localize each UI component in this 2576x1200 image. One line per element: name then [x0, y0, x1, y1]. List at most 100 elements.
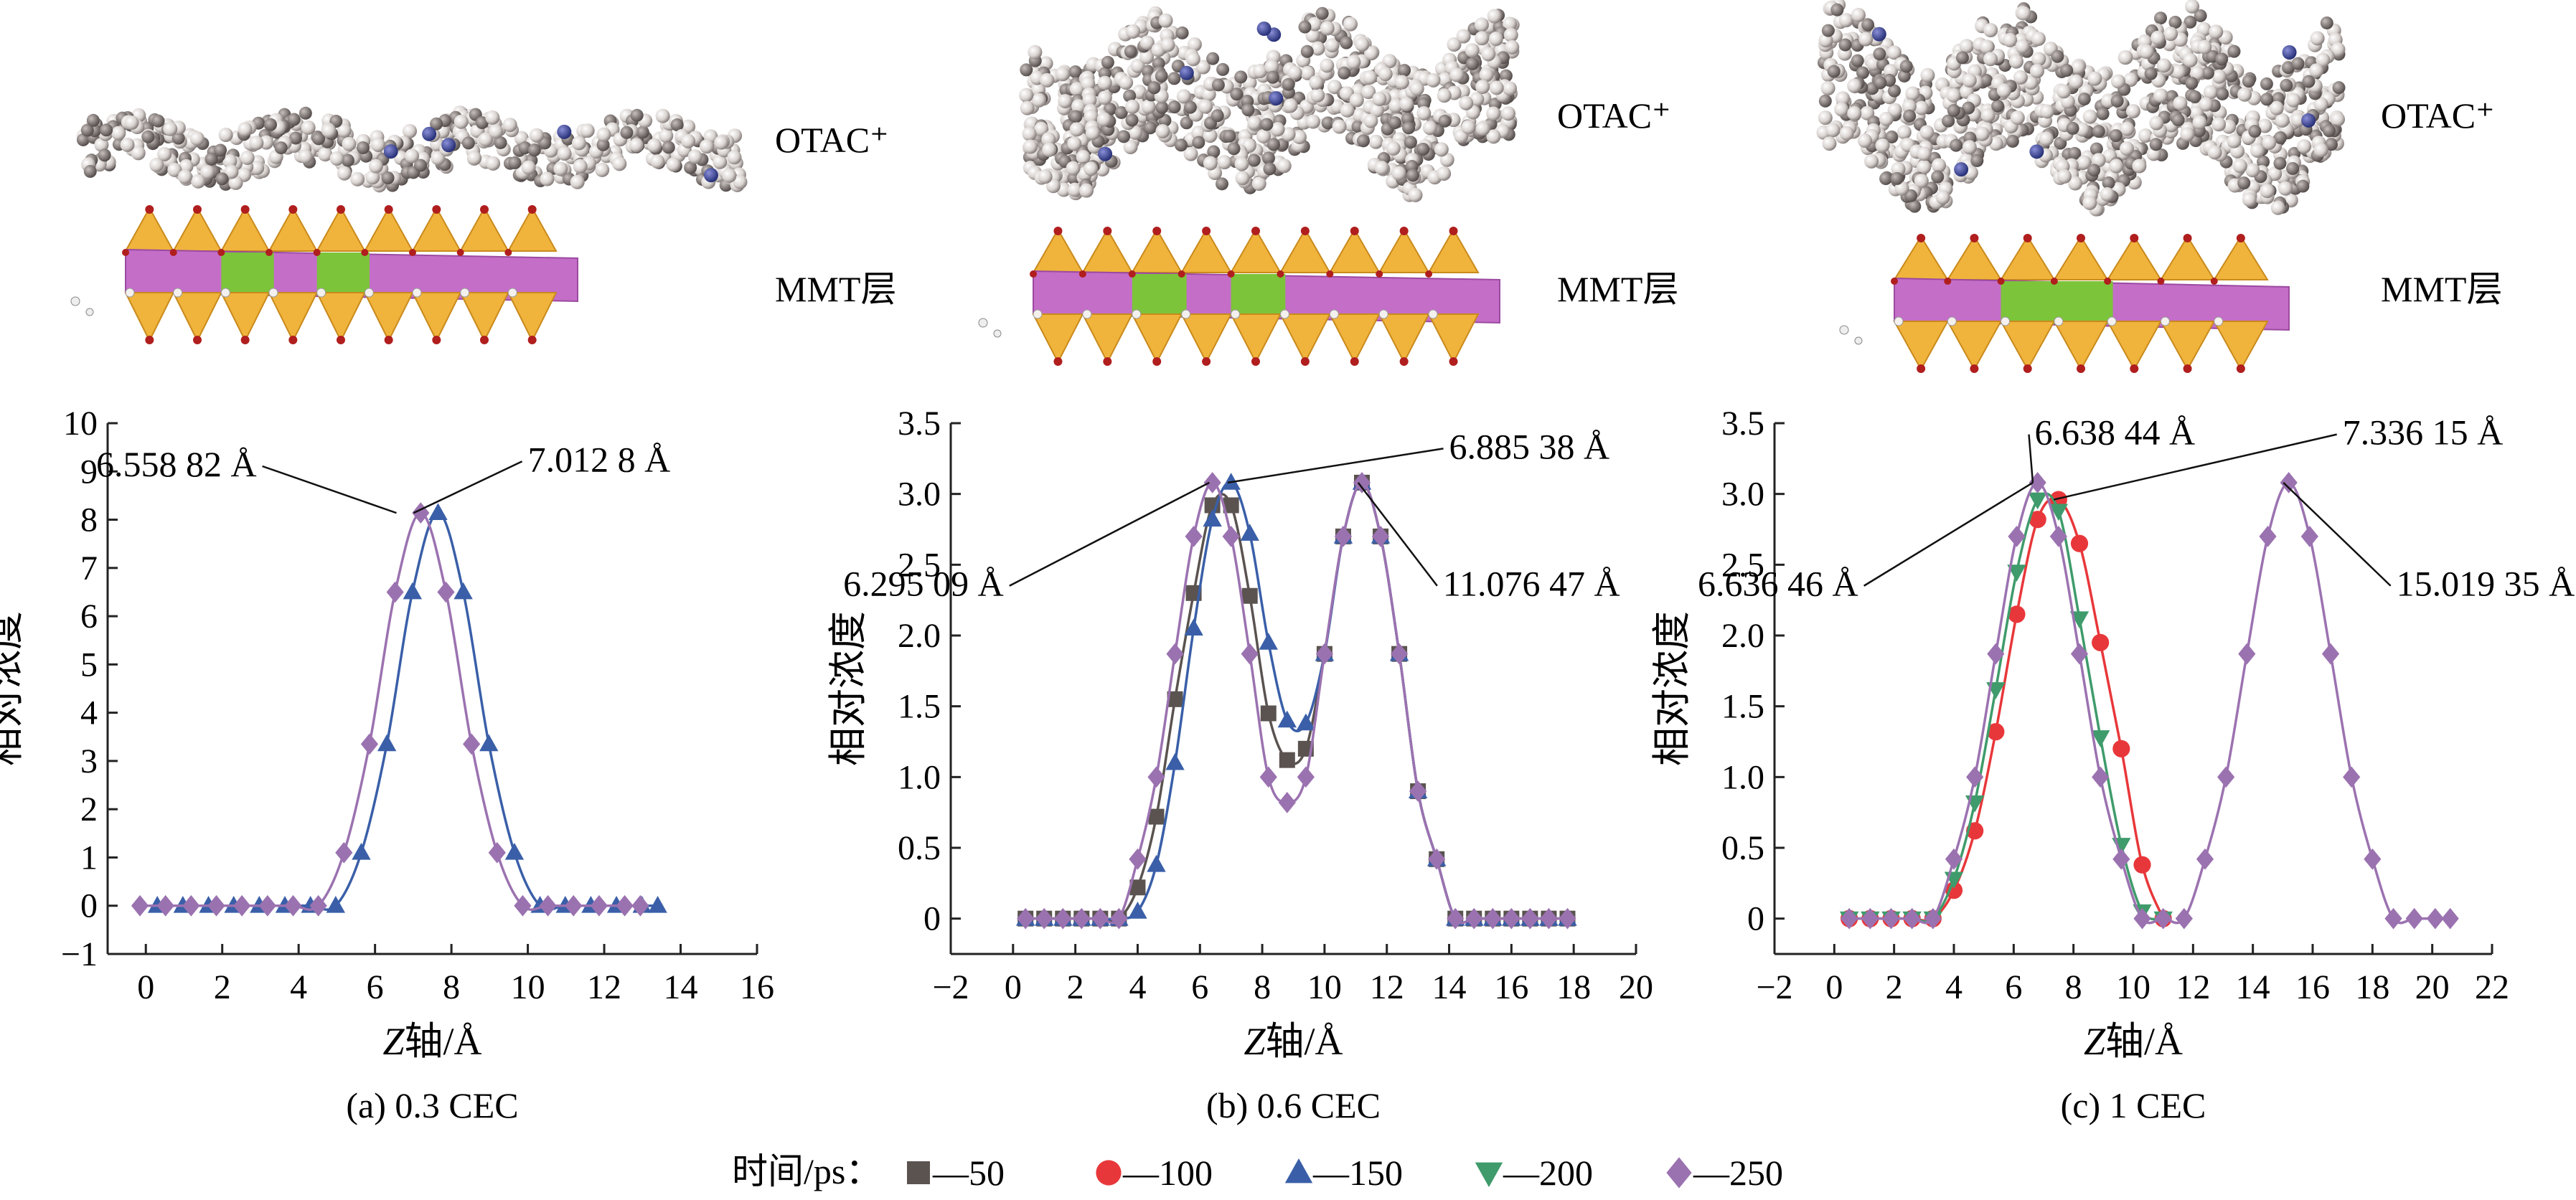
carbon-atom	[1144, 121, 1157, 135]
chart-caption: (b) 0.6 CEC	[1206, 1085, 1381, 1125]
tetrahedron	[1229, 227, 1282, 273]
tetrahedron	[2159, 235, 2216, 280]
y-tick-label: 2.5	[898, 546, 941, 584]
oxygen-atom	[1917, 234, 1926, 242]
hydrogen-atom	[364, 288, 374, 298]
hydrogen-atom	[125, 288, 135, 298]
hydrogen-atom	[612, 156, 627, 171]
oxygen-atom	[384, 205, 393, 214]
y-tick-label: 3.0	[1721, 476, 1764, 514]
annotation-label: 6.295 09 Å	[843, 564, 1004, 604]
hydrogen-atom	[2156, 58, 2171, 73]
carbon-atom	[1356, 134, 1370, 148]
carbon-atom	[430, 117, 443, 131]
annotation-leader	[2283, 481, 2392, 587]
hydrogen-atom	[1434, 142, 1449, 157]
legend: 时间/ps： —50 —100 —150 —200 —250	[732, 1151, 1783, 1193]
hydrogen-atom	[1176, 89, 1191, 104]
tetrahedron	[1279, 313, 1331, 364]
x-tick-label: 14	[664, 968, 698, 1006]
hydrogen-atom	[2297, 139, 2312, 154]
annotation-leader	[1863, 481, 2034, 587]
hydrogen-atom	[453, 114, 469, 129]
hydrogen-atom	[1975, 126, 1990, 141]
hydrogen-atom	[1041, 132, 1056, 147]
carbon-atom	[264, 118, 278, 131]
carbon-atom	[98, 148, 111, 162]
hydrogen-atom	[1055, 67, 1070, 82]
data-point	[1353, 472, 1371, 493]
hydrogen-atom	[1325, 38, 1340, 53]
data-point	[1223, 497, 1239, 514]
hydrogen-atom	[337, 166, 352, 181]
hydrogen-atom	[222, 153, 238, 169]
ion	[1854, 336, 1863, 345]
hydrogen-atom	[1183, 146, 1198, 161]
hydrogen-atom	[1079, 183, 1094, 198]
x-tick-label: 4	[1945, 968, 1962, 1006]
hydrogen-atom	[489, 124, 504, 139]
legend-item-label: —250	[1693, 1153, 1783, 1193]
data-point	[1465, 907, 1483, 930]
oxygen-atom	[1202, 227, 1211, 235]
hydrogen-atom	[173, 288, 183, 298]
x-tick-label: 6	[1191, 968, 1208, 1006]
data-point	[403, 582, 423, 600]
oxygen-atom	[1152, 227, 1162, 235]
otac-label: OTAC⁺	[775, 120, 889, 160]
series-50	[1017, 474, 1576, 927]
carbon-atom	[2302, 75, 2316, 88]
carbon-atom	[2184, 15, 2197, 29]
hydrogen-atom	[1851, 7, 1866, 22]
annotation: 6.295 09 Å	[843, 481, 1210, 604]
carbon-atom	[1241, 103, 1255, 117]
hydrogen-atom	[507, 288, 517, 298]
oxygen-atom	[1891, 278, 1898, 285]
carbon-atom	[1147, 81, 1161, 95]
y-tick-label: 1.5	[898, 688, 941, 726]
carbon-atom	[1398, 64, 1411, 77]
hydrogen-atom	[1864, 153, 1879, 169]
hydrogen-atom	[1141, 99, 1156, 114]
hydrogen-atom	[2197, 39, 2212, 55]
carbon-atom	[215, 172, 229, 186]
hydrogen-atom	[1300, 65, 1315, 80]
carbon-atom	[1247, 153, 1261, 167]
x-axis-label: Z轴/Å	[1244, 1020, 1343, 1063]
tetrahedron	[507, 206, 558, 252]
data-point	[1259, 766, 1277, 788]
carbon-atom	[1890, 171, 1904, 185]
carbon-atom	[1888, 84, 1902, 98]
hydrogen-atom	[1191, 126, 1206, 141]
hydrogen-atom	[1470, 92, 1485, 107]
ion	[85, 308, 94, 316]
carbon-atom	[311, 132, 325, 146]
hydrogen-atom	[1887, 103, 1902, 118]
hydrogen-atom	[1858, 133, 1873, 148]
oxygen-atom	[1300, 357, 1310, 366]
hydrogen-atom	[199, 164, 215, 179]
hydrogen-atom	[1234, 156, 1249, 171]
carbon-atom	[1827, 65, 1841, 78]
hydrogen-atom	[1416, 105, 1432, 121]
hydrogen-atom	[2163, 27, 2178, 42]
tetrahedron	[2053, 321, 2109, 372]
hydrogen-atom	[1447, 37, 1462, 52]
hydrogen-atom	[1959, 39, 1974, 54]
carbon-atom	[1215, 177, 1228, 191]
y-tick-label: 0	[80, 887, 98, 925]
carbon-atom	[2201, 66, 2214, 80]
data-point	[2028, 492, 2047, 510]
hydrogen-atom	[2331, 112, 2346, 127]
hydrogen-atom	[1343, 16, 1358, 32]
tetrahedron	[411, 292, 462, 343]
series-line	[1025, 481, 1568, 925]
carbon-atom	[1903, 109, 1917, 123]
carbon-atom	[1821, 24, 1835, 37]
hydrogen-atom	[1894, 316, 1904, 326]
mmt-label: MMT层	[2381, 269, 2502, 309]
hydrogen-atom	[2010, 110, 2025, 126]
tetrahedron	[363, 292, 414, 343]
oxygen-atom	[1376, 270, 1383, 278]
oxygen-atom	[2130, 364, 2139, 373]
